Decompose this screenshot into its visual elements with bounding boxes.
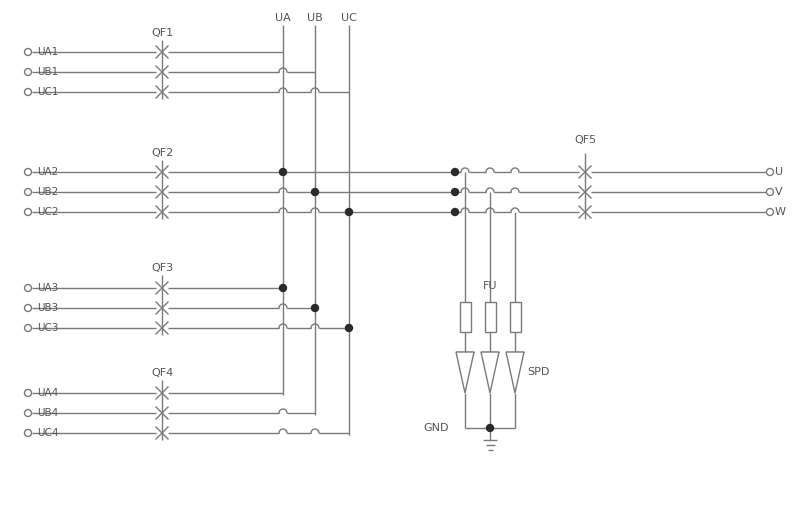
Circle shape [311, 188, 318, 195]
Text: UC4: UC4 [37, 428, 58, 438]
Circle shape [451, 209, 458, 216]
Bar [510, 302, 521, 332]
Text: UA3: UA3 [37, 283, 58, 293]
Text: QF4: QF4 [151, 368, 173, 378]
Text: QF5: QF5 [574, 135, 596, 145]
Circle shape [346, 209, 353, 216]
Text: QF1: QF1 [151, 28, 173, 38]
Bar [485, 302, 495, 332]
Polygon shape [456, 352, 474, 393]
Text: QF2: QF2 [151, 148, 173, 158]
Text: UC3: UC3 [37, 323, 58, 333]
Text: UA1: UA1 [37, 47, 58, 57]
Circle shape [451, 188, 458, 195]
Text: UB: UB [307, 13, 323, 23]
Text: UB3: UB3 [37, 303, 58, 313]
Text: GND: GND [423, 423, 449, 433]
Text: UB2: UB2 [37, 187, 58, 197]
Bar [459, 302, 470, 332]
Text: QF3: QF3 [151, 263, 173, 273]
Polygon shape [481, 352, 499, 393]
Text: U: U [775, 167, 783, 177]
Circle shape [451, 169, 458, 176]
Text: UC2: UC2 [37, 207, 58, 217]
Text: UA: UA [275, 13, 291, 23]
Circle shape [486, 425, 494, 431]
Text: UC: UC [341, 13, 357, 23]
Text: UB1: UB1 [37, 67, 58, 77]
Polygon shape [506, 352, 524, 393]
Text: V: V [775, 187, 782, 197]
Text: UB4: UB4 [37, 408, 58, 418]
Circle shape [346, 325, 353, 331]
Text: SPD: SPD [527, 367, 550, 377]
Text: UA4: UA4 [37, 388, 58, 398]
Circle shape [311, 305, 318, 312]
Circle shape [279, 284, 286, 291]
Text: FU: FU [482, 281, 498, 291]
Text: W: W [775, 207, 786, 217]
Text: UC1: UC1 [37, 87, 58, 97]
Circle shape [279, 169, 286, 176]
Text: UA2: UA2 [37, 167, 58, 177]
